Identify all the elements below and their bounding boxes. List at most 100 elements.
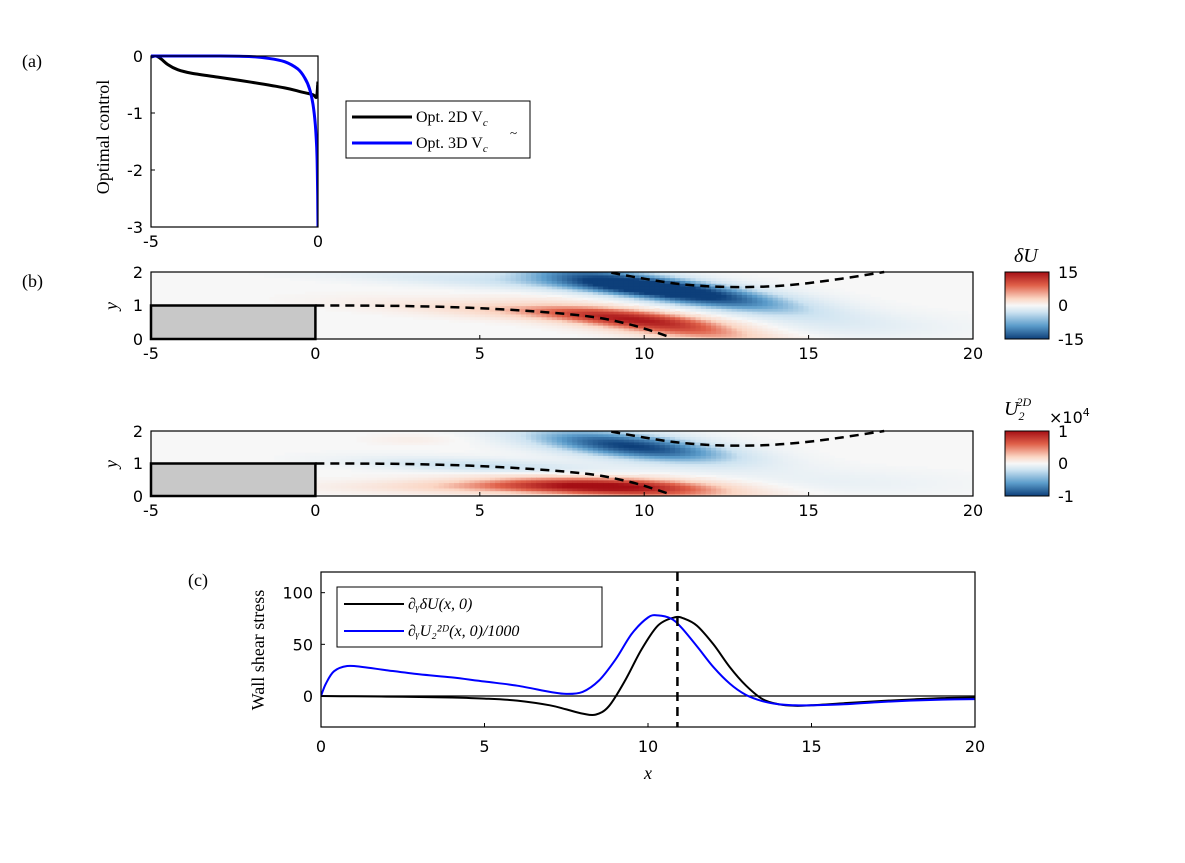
heatmap-cell (649, 322, 656, 326)
heatmap-cell (556, 452, 563, 456)
heatmap-cell (659, 477, 666, 481)
heatmap-cell (772, 336, 779, 339)
heatmap-cell (633, 439, 640, 443)
heatmap-cell (726, 452, 733, 456)
heatmap-cell (320, 463, 327, 467)
heatmap-cell (875, 466, 882, 470)
heatmap-cell (505, 302, 512, 307)
heatmap-cell (685, 463, 692, 467)
heatmap-cell (685, 291, 692, 295)
heatmap-cell (335, 291, 342, 295)
heatmap-cell (793, 294, 799, 298)
heatmap-cell (377, 299, 383, 304)
heatmap-cell (572, 280, 579, 284)
heatmap-cell (649, 447, 656, 451)
heatmap-cell (695, 441, 702, 446)
heatmap-cell (675, 325, 681, 329)
heatmap-cell (341, 308, 347, 312)
heatmap-cell (762, 455, 769, 459)
heatmap-cell (582, 302, 589, 307)
heatmap-cell (803, 319, 810, 323)
heatmap-cell (947, 327, 954, 332)
heatmap-cell (680, 272, 686, 276)
heatmap-cell (418, 436, 424, 440)
heatmap-cell (526, 319, 532, 323)
heatmap-cell (536, 477, 543, 481)
heatmap-cell (844, 316, 851, 321)
heatmap-cell (834, 471, 841, 475)
heatmap-cell (772, 305, 779, 309)
heatmap-cell (330, 299, 337, 304)
heatmap-cell (824, 458, 830, 462)
heatmap-cell (762, 487, 769, 492)
heatmap-cell (685, 274, 692, 279)
heatmap-cell (402, 487, 409, 492)
heatmap-cell (582, 436, 589, 440)
heatmap-cell (695, 468, 702, 473)
heatmap-cell (484, 458, 491, 462)
heatmap-cell (716, 294, 722, 298)
heatmap-cell (921, 330, 928, 335)
heatmap-cell (654, 291, 661, 295)
heatmap-cell (880, 311, 887, 315)
heatmap-cell (613, 274, 620, 279)
heatmap-cell (633, 463, 640, 467)
heatmap-cell (438, 474, 445, 478)
heatmap-cell (618, 283, 625, 287)
heatmap-cell (700, 452, 707, 456)
heatmap-cell (366, 277, 373, 281)
heatmap-cell (618, 330, 625, 335)
heatmap-cell (859, 479, 866, 484)
heatmap-cell (577, 297, 584, 301)
heatmap-cell (906, 466, 912, 470)
heatmap-cell (310, 294, 316, 298)
heatmap-cell (587, 274, 594, 279)
heatmap-cell (895, 474, 902, 478)
heatmap-cell (937, 313, 943, 318)
heatmap-cell (628, 305, 635, 309)
heatmap-cell (531, 482, 537, 486)
heatmap-cell (495, 285, 501, 290)
heatmap-cell (546, 272, 553, 276)
heatmap-cell (500, 439, 507, 443)
heatmap-cell (413, 490, 419, 494)
heatmap-cell (541, 485, 548, 489)
heatmap-cell (623, 330, 630, 335)
heatmap-cell (829, 288, 835, 293)
heatmap-cell (757, 305, 763, 309)
heatmap-cell (536, 280, 543, 284)
heatmap-cell (895, 313, 902, 318)
heatmap-cell (551, 305, 558, 309)
heatmap-cell (623, 308, 630, 312)
heatmap-cell (592, 294, 599, 298)
heatmap-cell (418, 439, 424, 443)
heatmap-cell (705, 313, 712, 318)
heatmap-cell (567, 311, 573, 315)
heatmap-cell (546, 439, 553, 443)
heatmap-cell (320, 487, 327, 492)
heatmap-cell (356, 463, 363, 467)
heatmap-cell (690, 455, 697, 459)
heatmap-cell (592, 471, 599, 475)
heatmap-cell (767, 316, 774, 321)
heatmap-cell (556, 485, 563, 489)
heatmap-cell (490, 274, 496, 279)
heatmap-cell (726, 283, 733, 287)
heatmap-cell (829, 333, 835, 337)
heatmap-cell (859, 466, 866, 470)
heatmap-cell (341, 482, 347, 486)
heatmap-cell (366, 460, 373, 465)
heatmap-cell (798, 455, 805, 459)
heatmap-cell (895, 311, 902, 315)
heatmap-cell (392, 485, 399, 489)
heatmap-cell (654, 433, 661, 438)
heatmap-cell (680, 493, 686, 496)
heatmap-cell (618, 288, 625, 293)
heatmap-cell (721, 277, 727, 281)
heatmap-cell (710, 466, 717, 470)
heatmap-cell (746, 441, 753, 446)
heatmap-cell (382, 441, 388, 446)
heatmap-cell (474, 460, 481, 465)
heatmap-cell (716, 299, 722, 304)
heatmap-cell (782, 455, 789, 459)
